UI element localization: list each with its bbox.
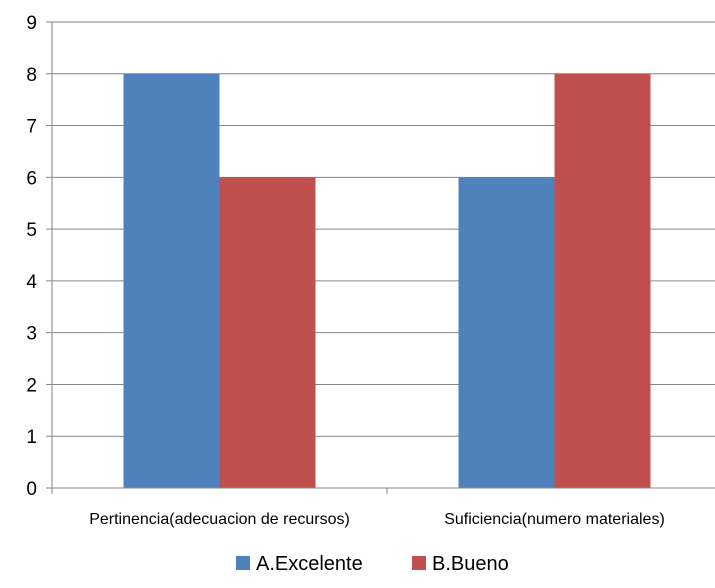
y-tick-label: 4 bbox=[26, 272, 37, 293]
bars bbox=[123, 73, 651, 489]
y-tick-label: 3 bbox=[26, 324, 37, 345]
x-tick-labels: Pertinencia(adecuacion de recursos) Sufic… bbox=[89, 511, 665, 528]
y-tick-label: 1 bbox=[26, 427, 37, 448]
y-tick-label: 7 bbox=[26, 117, 37, 138]
bar-b-bueno-2 bbox=[554, 73, 651, 489]
y-tick-label: 9 bbox=[26, 13, 37, 34]
y-tick-label: 2 bbox=[26, 375, 37, 396]
legend-label: A.Excelente bbox=[256, 553, 363, 575]
legend-label: B.Bueno bbox=[432, 553, 509, 575]
y-tick-label: 5 bbox=[26, 220, 37, 241]
axes bbox=[46, 21, 715, 494]
bar-a-excelente-2 bbox=[458, 177, 555, 489]
bar-b-bueno-1 bbox=[219, 177, 316, 489]
y-tick-label: 8 bbox=[26, 65, 37, 86]
y-tick-labels: 0 1 2 3 4 5 6 7 8 9 bbox=[26, 13, 37, 500]
x-tick-label: Suficiencia(numero materiales) bbox=[444, 511, 665, 528]
bar-a-excelente-1 bbox=[123, 73, 220, 489]
y-tick-label: 0 bbox=[26, 479, 37, 500]
legend-swatch bbox=[412, 556, 426, 570]
legend-swatch bbox=[236, 556, 250, 570]
y-tick-label: 6 bbox=[26, 168, 37, 189]
legend: A.Excelente B.Bueno bbox=[236, 553, 509, 575]
x-tick-label: Pertinencia(adecuacion de recursos) bbox=[89, 511, 350, 528]
